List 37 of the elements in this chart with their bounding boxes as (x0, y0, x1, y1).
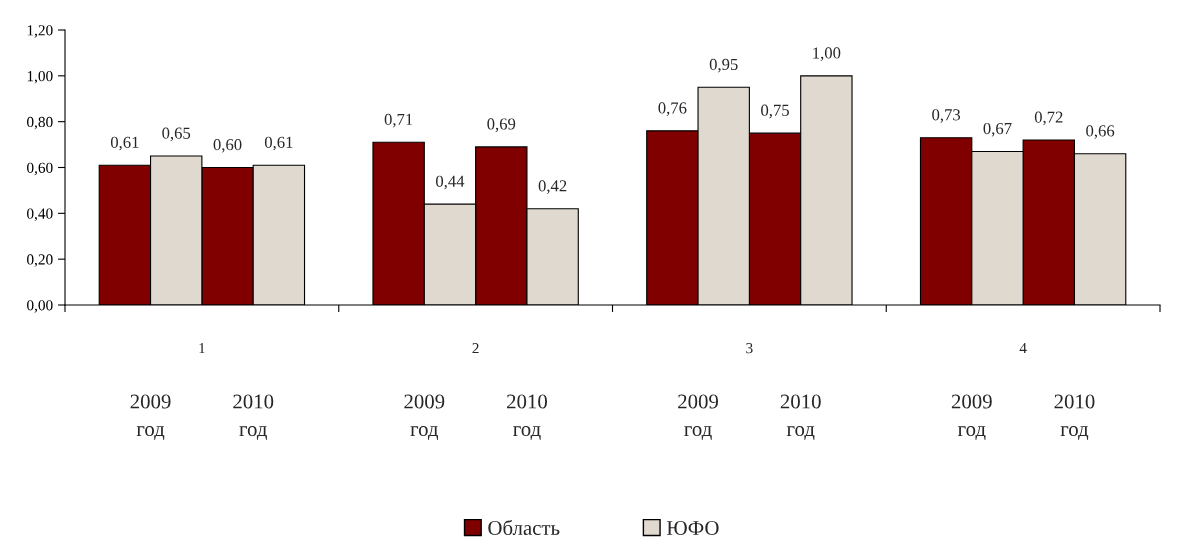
x-tick-label: 2010 год (780, 394, 821, 440)
data-label: 0,65 (162, 127, 191, 142)
x-tick-label: 2009 год (678, 394, 719, 440)
data-label: 0,75 (761, 104, 789, 119)
data-label: 0,44 (436, 175, 465, 190)
legend-label: Область (488, 519, 560, 536)
data-label: 0,61 (110, 136, 139, 151)
data-label: 0,42 (538, 180, 567, 194)
data-label: 0,71 (384, 113, 413, 128)
data-label: 0,66 (1086, 125, 1115, 139)
legend-label: ЮФО (666, 521, 719, 536)
x-tick-label: 2010 год (233, 394, 274, 440)
data-label: 0,73 (932, 109, 961, 123)
text: 1 (199, 343, 205, 354)
data-label: 0,95 (709, 58, 738, 73)
y-tick-label: 0,60 (27, 162, 53, 176)
y-tick-label: 0,00 (27, 300, 53, 313)
y-tick-label: 0,40 (27, 208, 53, 221)
data-label: 0,72 (1034, 111, 1063, 126)
data-label: 0,67 (983, 122, 1012, 137)
data-label: 0,60 (213, 138, 242, 153)
data-label: 0,76 (658, 102, 687, 116)
x-tick-label: 2009 год (951, 394, 992, 440)
x-tick-label: 2009 год (404, 394, 445, 440)
y-tick-label: 0,20 (27, 254, 53, 267)
text: 2 (472, 343, 479, 354)
text: 3 (746, 343, 753, 354)
text: 4 (1019, 343, 1027, 354)
y-tick-label: 1,20 (27, 25, 53, 38)
y-tick-label: 0,80 (27, 116, 53, 130)
x-tick-label: 2009 год (130, 394, 171, 440)
x-tick-label: 2010 год (1054, 394, 1095, 440)
data-label: 0,69 (487, 118, 516, 132)
data-label: 1,00 (813, 47, 841, 61)
y-tick-label: 1,00 (27, 70, 53, 84)
x-tick-label: 2010 год (507, 394, 547, 440)
data-label: 0,61 (264, 136, 293, 151)
